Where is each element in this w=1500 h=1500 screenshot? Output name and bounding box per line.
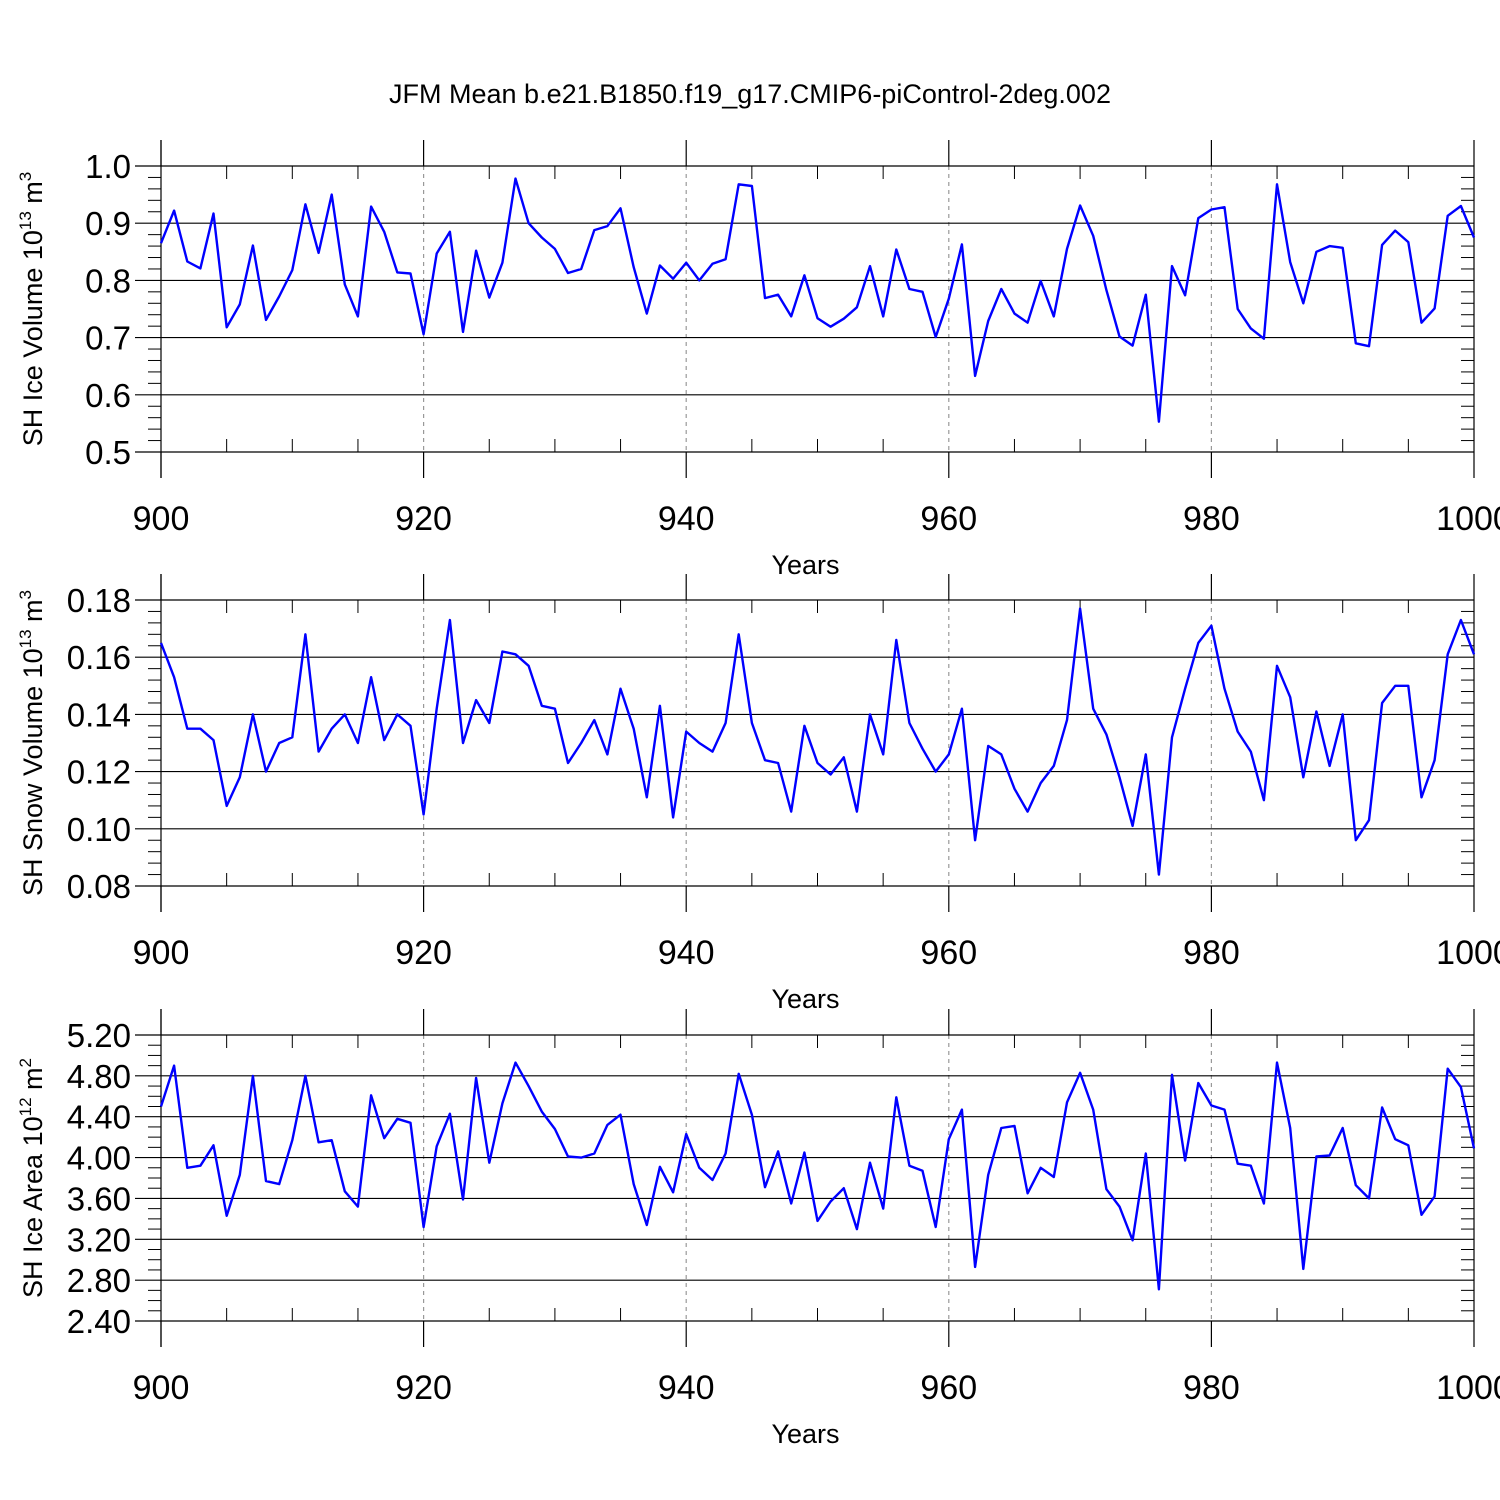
y-tick-label: 0.14 [67,696,131,733]
x-tick-label: 980 [1183,500,1240,538]
y-axis-label-part: 13 [16,211,35,230]
chart-title: JFM Mean b.e21.B1850.f19_g17.CMIP6-piCon… [389,79,1111,109]
x-tick-label: 920 [395,934,452,972]
y-axis-label-part: 3 [16,172,35,181]
y-tick-label: 3.20 [67,1221,131,1258]
x-tick-label: 920 [395,500,452,538]
x-tick-label: 960 [920,1369,977,1407]
y-tick-label: 0.9 [85,205,131,242]
data-series-line [159,177,1476,423]
y-axis-label-part: m [18,1067,48,1097]
y-tick-label: 1.0 [85,148,131,185]
y-tick-label: 0.08 [67,868,131,905]
y-tick-label: 4.00 [67,1140,131,1177]
data-series-line [159,1061,1476,1291]
y-tick-label: 3.60 [67,1180,131,1217]
y-tick-label: 0.5 [85,434,131,471]
data-series-line [159,607,1476,876]
y-tick-label: 0.8 [85,262,131,299]
y-tick-label: 4.40 [67,1099,131,1136]
y-axis-label-part: m [18,181,48,211]
y-axis-label: SH Ice Volume 1013 m3 [16,172,48,447]
x-tick-label: 980 [1183,1369,1240,1407]
y-tick-label: 0.12 [67,754,131,791]
y-axis-label-part: 13 [16,629,35,648]
x-tick-label: 940 [658,934,715,972]
x-axis-label: Years [771,1419,839,1449]
y-axis-label: SH Snow Volume 1013 m3 [16,590,48,896]
y-axis-label: SH Ice Area 1012 m2 [16,1058,48,1298]
x-tick-label: 920 [395,1369,452,1407]
y-axis-label-part: SH Snow Volume 10 [18,648,48,896]
y-tick-label: 0.18 [67,582,131,619]
y-tick-label: 0.16 [67,639,131,676]
x-tick-label: 960 [920,500,977,538]
y-axis-label-part: 3 [16,590,35,599]
y-tick-label: 5.20 [67,1017,131,1054]
y-tick-label: 0.10 [67,811,131,848]
y-axis-label-part: 2 [16,1058,35,1067]
x-axis-label: Years [771,984,839,1014]
x-tick-label: 900 [133,934,190,972]
y-tick-label: 2.80 [67,1262,131,1299]
y-axis-label-part: SH Ice Area 10 [18,1116,48,1298]
y-axis-label-part: SH Ice Volume 10 [18,230,48,446]
y-tick-label: 4.80 [67,1058,131,1095]
y-axis-label-part: m [18,599,48,629]
x-tick-label: 980 [1183,934,1240,972]
y-axis-label-part: 12 [16,1097,35,1116]
x-tick-label: 940 [658,1369,715,1407]
y-tick-label: 2.40 [67,1303,131,1340]
x-tick-label: 940 [658,500,715,538]
y-tick-label: 0.6 [85,377,131,414]
x-tick-label: 960 [920,934,977,972]
x-axis-label: Years [771,550,839,580]
x-tick-label: 900 [133,500,190,538]
y-tick-label: 0.7 [85,320,131,357]
x-tick-label: 900 [133,1369,190,1407]
